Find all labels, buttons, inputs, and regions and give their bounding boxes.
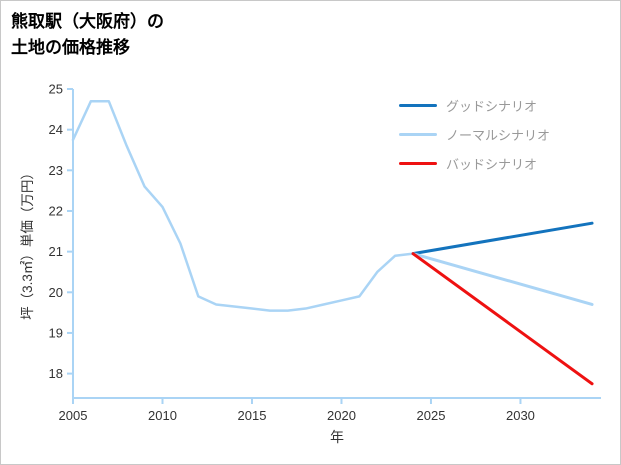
normal-scenario-label: ノーマルシナリオ [446, 128, 551, 143]
y-tick-label: 18 [49, 366, 63, 381]
series-line-グッドシナリオ [411, 221, 594, 256]
legend-item-normal-scenario: ノーマルシナリオ [399, 125, 550, 144]
chart-legend: グッドシナリオ ノーマルシナリオ バッドシナリオ [399, 96, 550, 173]
x-tick-label: 2030 [506, 408, 535, 423]
good-scenario-line-swatch [399, 104, 437, 107]
y-axis-title: 坪（3.3㎡）単価（万円） [20, 166, 35, 320]
bad-scenario-label: バッドシナリオ [446, 157, 538, 172]
x-tick-label: 2015 [238, 408, 267, 423]
y-tick-label: 25 [49, 82, 63, 97]
x-tick-label: 2005 [59, 408, 88, 423]
series-line-実績（過去推移） [71, 99, 415, 312]
y-tick-label: 19 [49, 325, 63, 340]
series-line-バッドシナリオ [411, 252, 594, 386]
normal-scenario-line-swatch [399, 133, 437, 136]
y-tick-label: 22 [49, 203, 63, 218]
x-tick-label: 2020 [327, 408, 356, 423]
y-tick-label: 24 [49, 122, 63, 137]
series-line-ノーマルシナリオ [411, 252, 594, 306]
x-tick-label: 2010 [148, 408, 177, 423]
legend-item-bad-scenario: バッドシナリオ [399, 154, 550, 173]
legend-item-good-scenario: グッドシナリオ [399, 96, 550, 115]
good-scenario-label: グッドシナリオ [446, 99, 538, 114]
y-tick-label: 21 [49, 244, 63, 259]
bad-scenario-line-swatch [399, 162, 437, 165]
page-title: 熊取駅（大阪府）の 土地の価格推移 [11, 9, 164, 60]
page-title-line2: 土地の価格推移 [11, 37, 130, 57]
x-tick-label: 2025 [417, 408, 446, 423]
x-axis-title: 年 [330, 429, 344, 445]
y-tick-label: 20 [49, 285, 63, 300]
y-tick-label: 23 [49, 163, 63, 178]
page-title-line1: 熊取駅（大阪府）の [11, 12, 164, 31]
